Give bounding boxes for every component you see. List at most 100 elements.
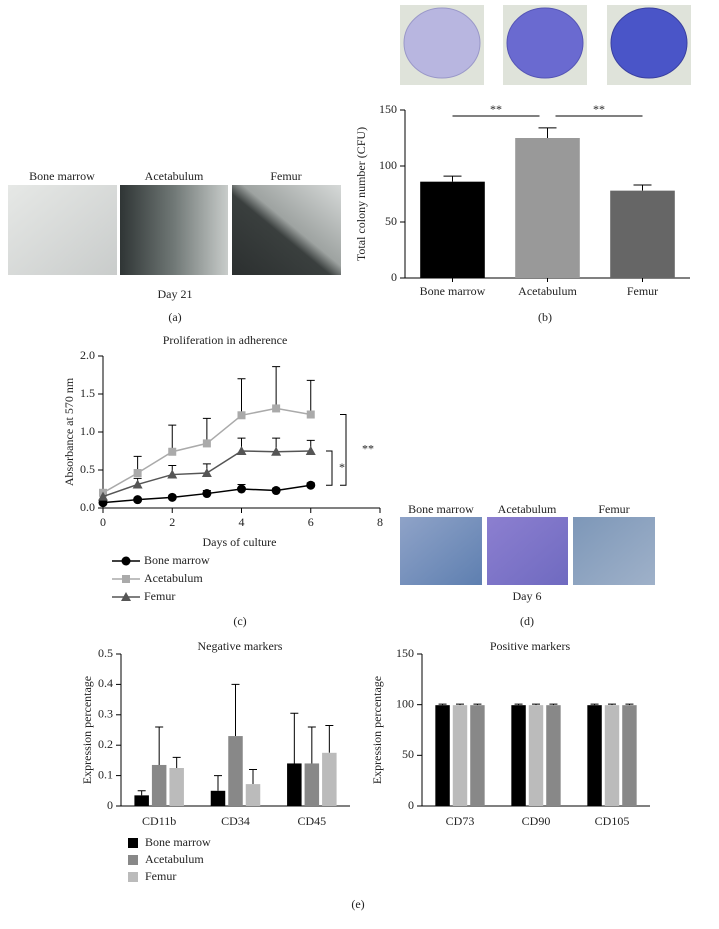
marker (121, 556, 131, 566)
bar (528, 705, 544, 806)
y-tick-label: 150 (379, 102, 397, 116)
bar (287, 763, 302, 806)
x-tick-label: Acetabulum (518, 284, 577, 298)
marker (271, 446, 282, 456)
y-tick-label: 0.0 (80, 500, 95, 514)
bar (452, 705, 468, 806)
marker (167, 469, 178, 479)
x-tick-label: 6 (308, 515, 314, 529)
image-label: Acetabulum (145, 169, 204, 183)
bar (435, 705, 450, 806)
legend-label: Bone marrow (144, 553, 210, 567)
bar (604, 705, 620, 806)
dish (506, 7, 584, 79)
bar (511, 705, 526, 806)
legend-label: Femur (145, 869, 176, 883)
marker (306, 480, 316, 490)
x-tick-label: 8 (377, 515, 383, 529)
error-bar (514, 703, 523, 706)
image-label: Acetabulum (498, 502, 557, 516)
y-tick-label: 1.5 (80, 386, 95, 400)
y-tick-label: 50 (385, 214, 397, 228)
x-tick-label: 0 (100, 515, 106, 529)
marker (272, 404, 281, 413)
y-tick-label: 0.2 (98, 737, 113, 751)
y-axis-label: Expression percentage (80, 676, 94, 784)
y-tick-label: 2.0 (80, 348, 95, 362)
x-tick-label: 4 (239, 515, 245, 529)
bar (470, 705, 485, 806)
bar (210, 790, 226, 806)
marker (202, 439, 211, 448)
panel-label: (e) (351, 897, 364, 911)
micrograph (8, 185, 117, 275)
x-tick-label: Bone marrow (420, 284, 486, 298)
dish (610, 7, 688, 79)
y-axis-label: Total colony number (CFU) (354, 127, 368, 261)
panel-label: (a) (168, 310, 181, 324)
error-bar (249, 769, 258, 785)
marker (133, 469, 142, 478)
bar (420, 181, 485, 278)
significance-bracket (340, 414, 347, 486)
image-label: Femur (598, 502, 629, 516)
marker (133, 495, 143, 505)
error-bar (549, 703, 558, 706)
error-bar (438, 703, 447, 706)
marker (201, 468, 212, 478)
significance-label: ** (362, 442, 374, 456)
y-tick-label: 0.1 (98, 767, 113, 781)
error-bar (307, 726, 316, 764)
bar (546, 705, 561, 806)
bar (169, 768, 184, 806)
caption: Day 6 (513, 589, 542, 603)
chart-title: Positive markers (490, 639, 571, 653)
x-tick-label: 2 (169, 515, 175, 529)
error-bar (325, 724, 334, 753)
error-bar (155, 726, 164, 765)
marker (237, 484, 246, 494)
legend-label: Acetabulum (145, 852, 204, 866)
marker (98, 491, 108, 501)
error-bar (538, 127, 557, 138)
bar (134, 795, 149, 806)
error-bar (237, 378, 246, 416)
micrograph (400, 517, 482, 585)
bar (587, 705, 602, 806)
significance-label: ** (593, 102, 605, 116)
chart-title: Negative markers (198, 639, 283, 653)
bar (322, 752, 337, 806)
marker (236, 446, 247, 455)
marker (306, 410, 315, 419)
dish (403, 7, 481, 79)
y-tick-label: 0 (408, 798, 414, 812)
y-tick-label: 0.5 (98, 646, 113, 660)
error-bar (137, 790, 146, 796)
micrograph (487, 517, 568, 585)
bar (622, 705, 637, 806)
error-bar (231, 683, 240, 737)
y-axis-label: Absorbance at 570 nm (62, 377, 76, 486)
error-bar (590, 703, 599, 706)
bar (151, 764, 167, 806)
y-axis-label: Expression percentage (370, 676, 384, 784)
error-bar (443, 175, 462, 182)
x-tick-label: CD11b (142, 814, 176, 828)
y-tick-label: 1.0 (80, 424, 95, 438)
legend-swatch (128, 855, 138, 865)
error-bar (172, 756, 181, 768)
marker (168, 447, 177, 456)
error-bar (168, 424, 177, 452)
error-bar (456, 703, 464, 706)
y-tick-label: 50 (402, 747, 414, 761)
error-bar (625, 703, 634, 706)
significance-bracket (326, 450, 333, 486)
legend-label: Femur (144, 589, 175, 603)
x-tick-label: CD90 (522, 814, 551, 828)
x-tick-label: CD105 (595, 814, 630, 828)
error-bar (532, 703, 540, 706)
micrographs-d: Bone marrow Acetabulum Femur Day 6 (400, 502, 655, 603)
marker (202, 489, 212, 499)
image-label: Bone marrow (408, 502, 474, 516)
chart-title: Proliferation in adherence (163, 333, 288, 347)
